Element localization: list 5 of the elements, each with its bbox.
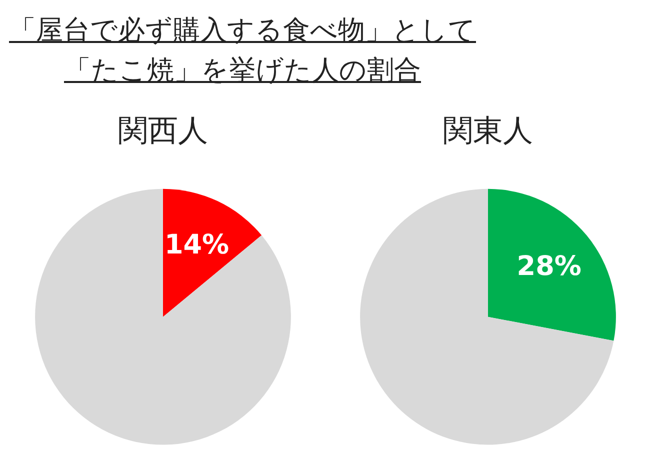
data-label: 14% xyxy=(164,230,230,261)
chart-title: 「屋台で必ず購入する食べ物」として「たこ焼」を挙げた人の割合 xyxy=(9,15,476,86)
chart-subtitle: 関西人 xyxy=(118,114,208,148)
data-label: 28% xyxy=(516,250,582,282)
chart-subtitle: 関東人 xyxy=(443,114,533,148)
